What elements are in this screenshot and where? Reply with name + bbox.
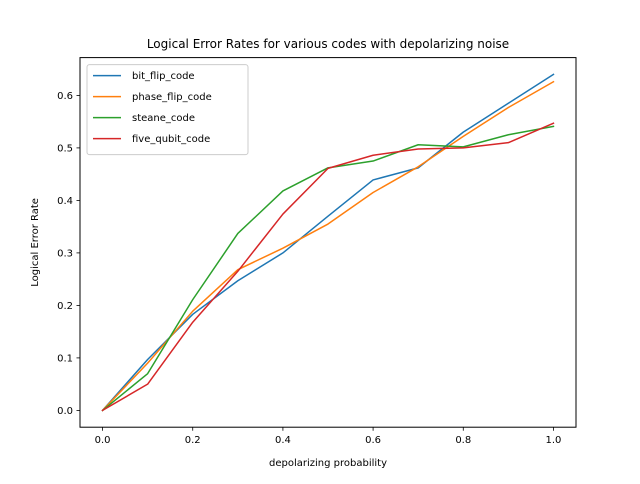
x-axis-label: depolarizing probability (269, 458, 387, 469)
y-tick-label: 0.0 (57, 406, 73, 417)
y-tick-label: 0.4 (57, 196, 73, 207)
x-tick-label: 0.2 (185, 435, 201, 446)
legend-label-bit-flip-code: bit_flip_code (132, 71, 195, 82)
y-tick-label: 0.1 (57, 354, 73, 365)
legend-label-five-qubit-code: five_qubit_code (132, 134, 210, 145)
chart-title: Logical Error Rates for various codes wi… (147, 37, 509, 51)
series-line-phase-flip-code (101, 80, 555, 412)
series-line-five-qubit-code (101, 122, 555, 412)
legend-label-steane-code: steane_code (132, 113, 195, 124)
x-tick-label: 0.4 (275, 435, 291, 446)
x-axis-ticks: 0.0 0.2 0.4 0.6 0.8 1.0 (95, 427, 562, 446)
y-axis-ticks: 0.0 0.1 0.2 0.3 0.4 0.5 0.6 (57, 91, 80, 417)
legend-label-phase-flip-code: phase_flip_code (132, 92, 212, 103)
y-tick-label: 0.6 (57, 91, 73, 102)
y-tick-label: 0.3 (57, 249, 73, 260)
legend: bit_flip_code phase_flip_code steane_codef… (86, 64, 249, 156)
y-tick-label: 0.2 (57, 301, 73, 312)
x-tick-label: 1.0 (546, 435, 562, 446)
y-axis-label: Logical Error Rate (30, 198, 41, 287)
plot-frame (79, 57, 577, 428)
x-tick-label: 0.8 (455, 435, 471, 446)
x-tick-label: 0.0 (95, 435, 111, 446)
series-lines (101, 73, 555, 412)
y-tick-label: 0.5 (57, 144, 73, 155)
x-tick-label: 0.6 (365, 435, 381, 446)
legend-box (86, 64, 249, 156)
